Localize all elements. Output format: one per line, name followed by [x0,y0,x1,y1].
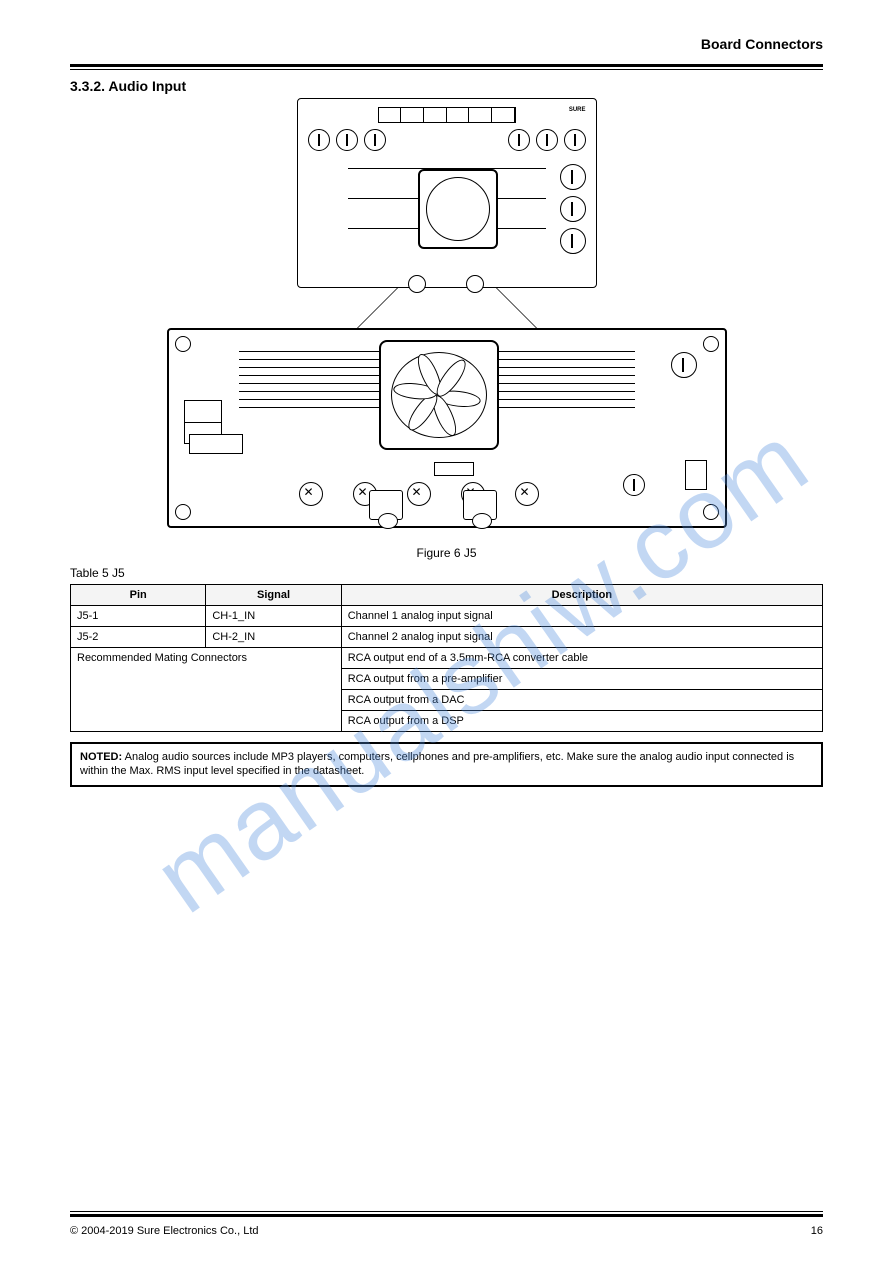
table-caption: Table 5 J5 [70,566,823,580]
cell-recommended-label: Recommended Mating Connectors [71,648,342,732]
capacitors-right-top [508,129,586,151]
cell-desc: Channel 2 analog input signal [341,627,822,648]
footer-page-number: 16 [811,1225,823,1237]
terminal-block-top [378,107,516,123]
capacitor [671,352,697,378]
footer-copyright: © 2004-2019 Sure Electronics Co., Ltd [70,1225,259,1237]
cell-recommended-item: RCA output from a DAC [341,690,822,711]
mounting-hole [175,336,191,352]
table-row: J5-1 CH-1_IN Channel 1 analog input sign… [71,606,823,627]
cell-pin: J5-2 [71,627,206,648]
capacitor [623,474,645,496]
mounting-hole [703,504,719,520]
cell-signal: CH-1_IN [206,606,341,627]
cell-recommended-item: RCA output end of a 3.5mm-RCA converter … [341,648,822,669]
capacitors-right-side [560,164,586,254]
cell-recommended-item: RCA output from a pre-amplifier [341,669,822,690]
pcb-top-view: SURE [297,98,597,288]
mounting-hole [175,504,191,520]
note-label: NOTED: [80,751,122,763]
header-rule [70,64,823,70]
mounting-hole [703,336,719,352]
figure-diagram: SURE [70,98,823,528]
page-container: Board Connectors 3.3.2. Audio Input SURE [0,0,893,827]
section-number: 3.3.2. Audio Input [70,78,823,94]
connector-table: Pin Signal Description J5-1 CH-1_IN Chan… [70,584,823,732]
capacitors-left [308,129,386,151]
th-pin: Pin [71,585,206,606]
th-desc: Description [341,585,822,606]
rca-jacks-j5 [369,490,497,520]
pcb-zoom-view [167,328,727,528]
cell-signal: CH-2_IN [206,627,341,648]
table-row: J5-2 CH-2_IN Channel 2 analog input sign… [71,627,823,648]
zoom-guides [297,288,597,328]
footer: © 2004-2019 Sure Electronics Co., Ltd 16 [70,1225,823,1237]
note-text: Analog audio sources include MP3 players… [80,751,794,777]
table-row: Recommended Mating Connectors RCA output… [71,648,823,669]
figure-caption: Figure 6 J5 [70,546,823,560]
header-title: Board Connectors [70,36,823,52]
note-box: NOTED: Analog audio sources include MP3 … [70,742,823,787]
header-pins [434,462,474,476]
cell-desc: Channel 1 analog input signal [341,606,822,627]
label-block [189,434,243,454]
th-signal: Signal [206,585,341,606]
sure-logo: SURE [569,107,586,113]
cell-pin: J5-1 [71,606,206,627]
fan-zoom [379,340,499,450]
cell-recommended-item: RCA output from a DSP [341,711,822,732]
connector-block [685,460,707,490]
footer-rule [70,1211,823,1217]
fan-top [418,169,498,249]
